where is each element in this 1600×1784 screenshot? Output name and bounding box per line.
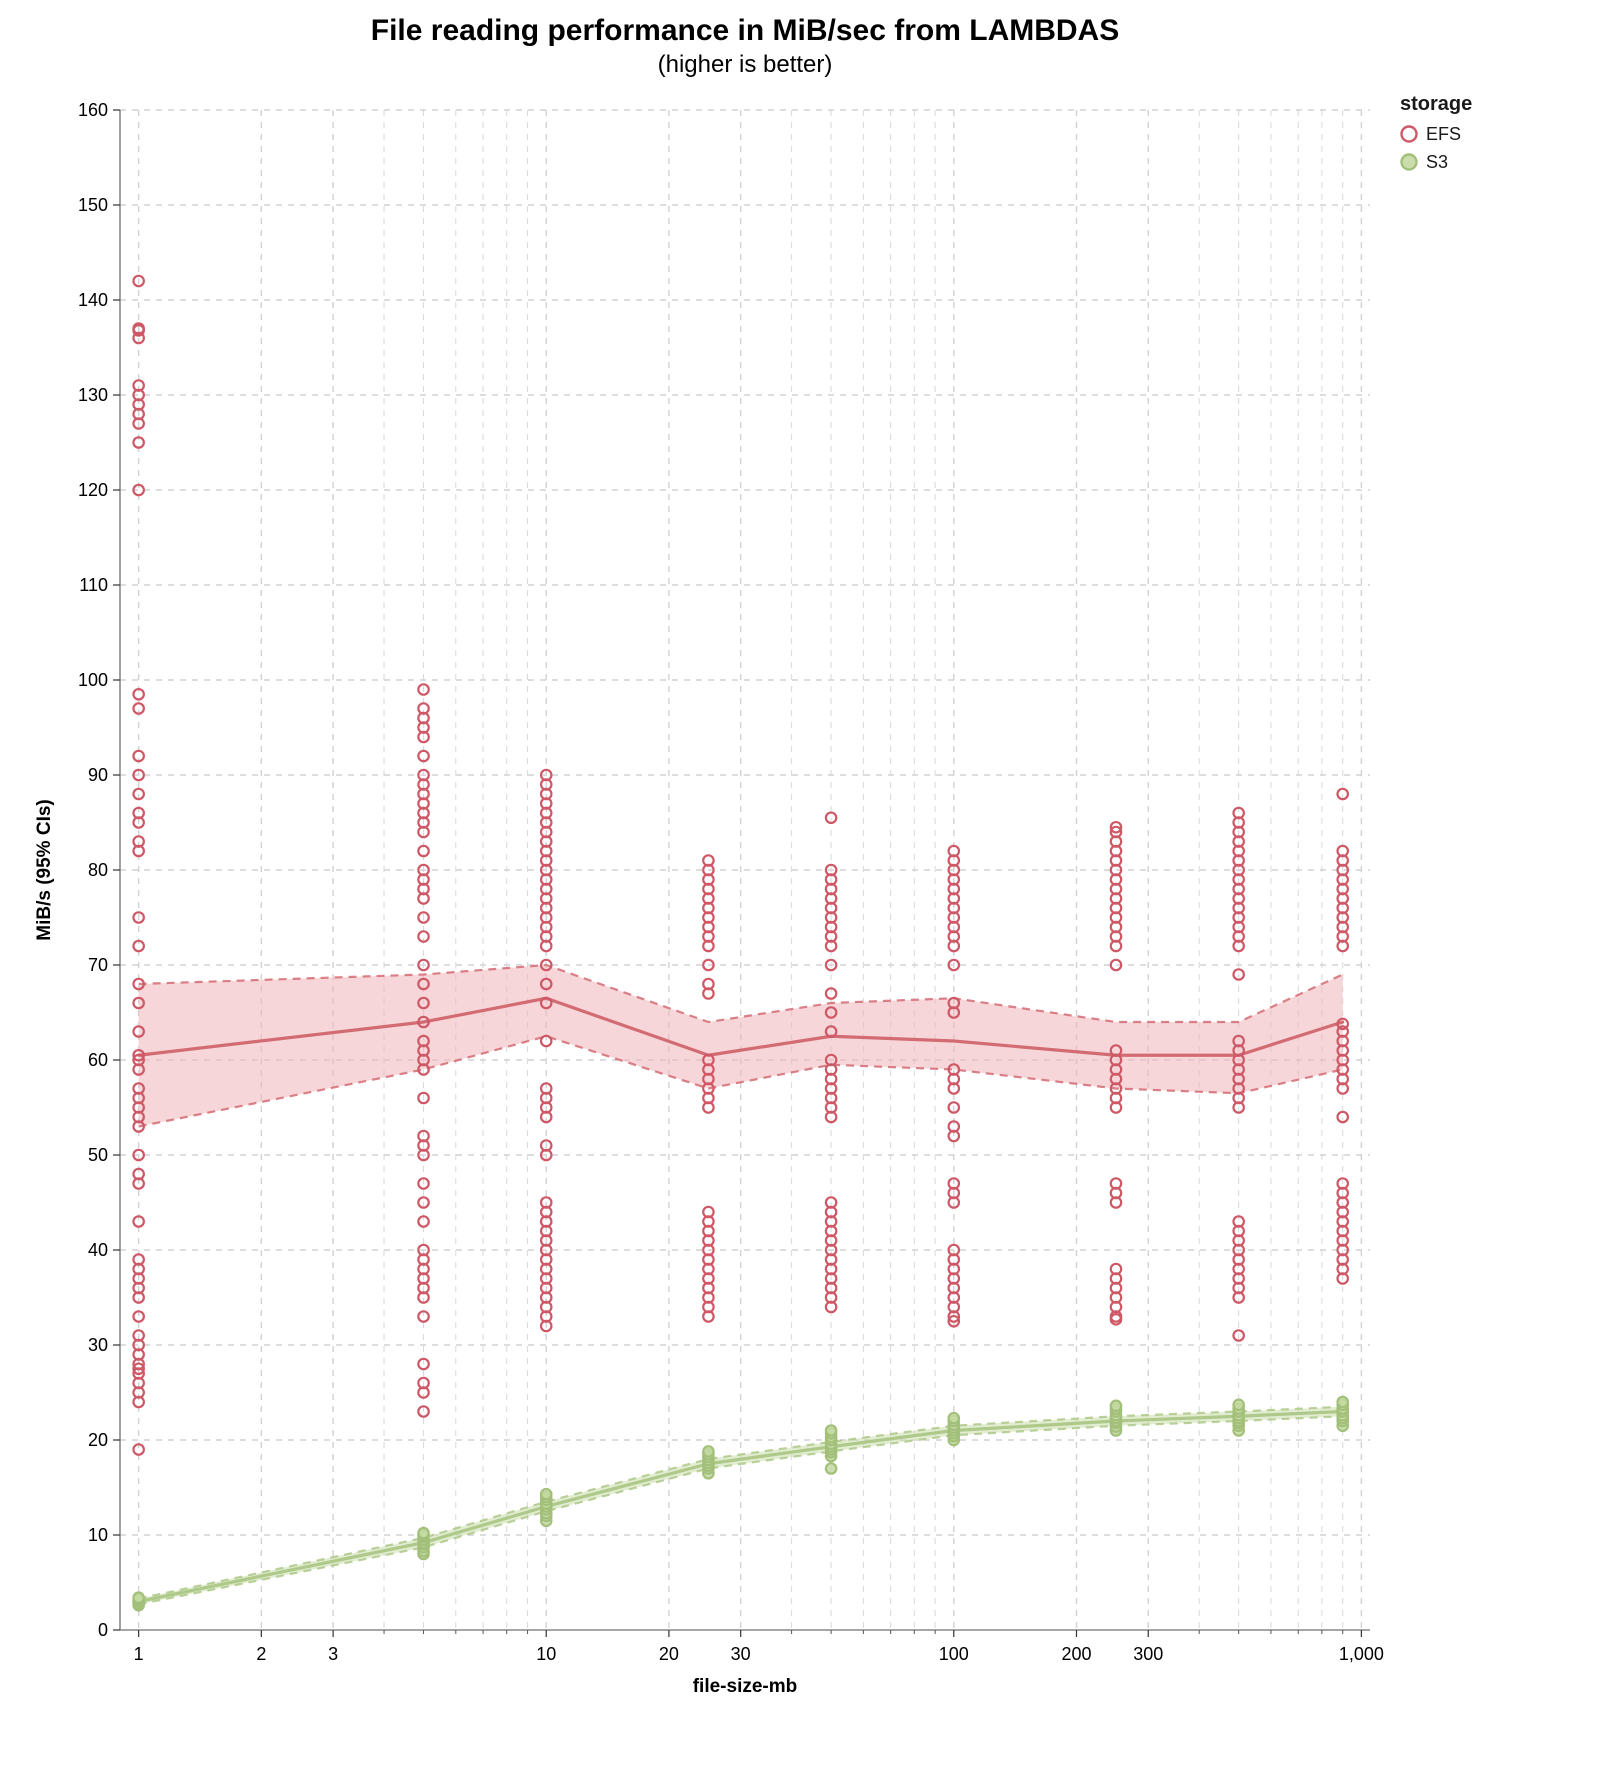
y-tick-label: 70 (88, 955, 108, 975)
y-tick-label: 50 (88, 1145, 108, 1165)
x-tick-label: 1 (134, 1644, 144, 1664)
y-tick-label: 150 (78, 195, 108, 215)
legend-marker-efs (1402, 127, 1417, 142)
y-tick-label: 130 (78, 385, 108, 405)
chart-title: File reading performance in MiB/sec from… (371, 14, 1119, 47)
x-tick-label: 200 (1061, 1644, 1091, 1664)
x-tick-label: 10 (536, 1644, 556, 1664)
y-tick-label: 160 (78, 100, 108, 120)
y-tick-label: 80 (88, 860, 108, 880)
y-tick-label: 60 (88, 1050, 108, 1070)
y-tick-label: 140 (78, 290, 108, 310)
x-tick-label: 3 (328, 1644, 338, 1664)
y-tick-label: 100 (78, 670, 108, 690)
y-tick-label: 40 (88, 1240, 108, 1260)
y-tick-label: 0 (98, 1620, 108, 1640)
y-tick-label: 110 (79, 575, 108, 595)
y-tick-label: 120 (78, 480, 108, 500)
legend-label-efs: EFS (1426, 124, 1461, 144)
performance-chart: File reading performance in MiB/sec from… (0, 0, 1600, 1784)
x-tick-label: 2 (256, 1644, 266, 1664)
x-tick-label: 30 (731, 1644, 751, 1664)
x-axis-label: file-size-mb (693, 1676, 798, 1697)
y-axis-label: MiB/s (95% CIs) (34, 799, 55, 940)
x-tick-label: 20 (659, 1644, 679, 1664)
x-tick-label: 300 (1133, 1644, 1163, 1664)
legend-title: storage (1400, 93, 1472, 115)
x-tick-label: 100 (939, 1644, 969, 1664)
y-tick-label: 20 (88, 1430, 108, 1450)
legend-label-s3: S3 (1426, 152, 1448, 172)
y-tick-label: 30 (88, 1335, 108, 1355)
legend-marker-s3 (1402, 155, 1417, 170)
x-tick-label: 1,000 (1339, 1644, 1384, 1664)
y-tick-label: 10 (88, 1525, 108, 1545)
chart-subtitle: (higher is better) (658, 51, 833, 78)
y-tick-label: 90 (88, 765, 108, 785)
